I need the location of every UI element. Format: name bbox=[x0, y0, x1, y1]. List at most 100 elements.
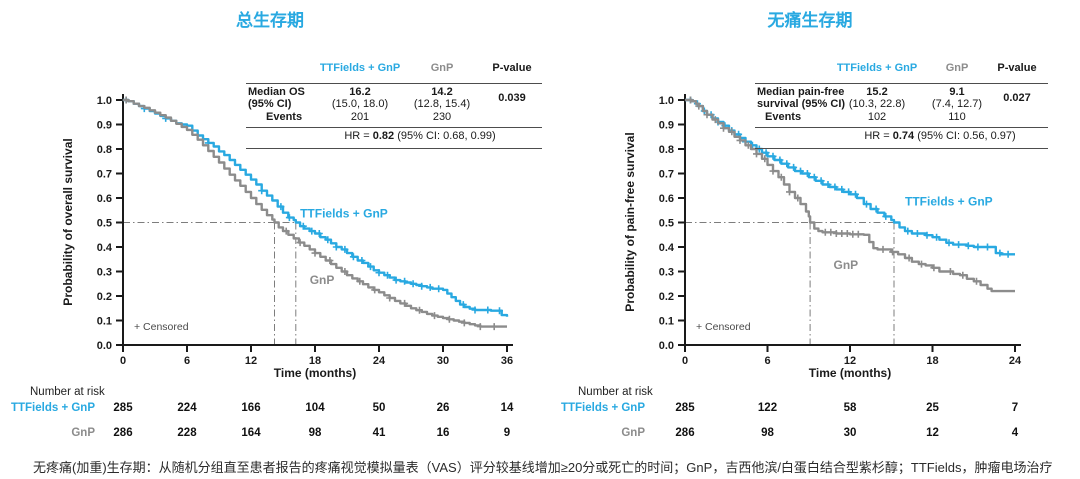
x-tick-label: 0 bbox=[682, 355, 688, 367]
censor-mark bbox=[258, 187, 266, 195]
series-label-gnp: GnP bbox=[834, 258, 859, 272]
censor-mark bbox=[296, 239, 304, 247]
risk-count: 7 bbox=[1011, 402, 1019, 414]
risk-count: 26 bbox=[436, 402, 450, 414]
censor-mark bbox=[810, 173, 818, 181]
censor-mark bbox=[831, 183, 839, 191]
censor-mark bbox=[367, 263, 374, 271]
y-tick-label: 0.7 bbox=[659, 169, 674, 181]
censor-mark bbox=[401, 299, 409, 307]
censor-mark bbox=[720, 124, 727, 132]
censor-mark bbox=[984, 243, 991, 251]
y-tick-label: 0.0 bbox=[659, 340, 674, 352]
y-tick-label: 0.0 bbox=[97, 340, 112, 352]
censor-mark bbox=[852, 190, 859, 198]
risk-count: 12 bbox=[926, 427, 939, 439]
censor-mark bbox=[416, 306, 423, 314]
censor-mark bbox=[308, 227, 316, 235]
y-tick-label: 0.4 bbox=[97, 242, 113, 254]
y-tick-label: 0.2 bbox=[659, 291, 674, 303]
risk-count: 224 bbox=[177, 402, 197, 414]
risk-row-label-gnp: GnP bbox=[71, 427, 95, 439]
median-ci-ttfields: (10.3, 22.8) bbox=[848, 98, 906, 110]
footnote: 无疼痛(加重)生存期：从随机分组直至患者报告的疼痛视觉模拟量表（VAS）评分较基… bbox=[33, 460, 1053, 475]
censor-mark bbox=[426, 283, 434, 291]
censor-mark bbox=[790, 163, 798, 171]
risk-count: 104 bbox=[305, 402, 325, 414]
series-label-gnp: GnP bbox=[310, 273, 335, 287]
censor-mark bbox=[945, 239, 953, 247]
hazard-ratio: HR = 0.74 (95% CI: 0.56, 0.97) bbox=[864, 130, 1016, 142]
x-tick-label: 36 bbox=[501, 355, 513, 367]
censor-mark bbox=[797, 167, 804, 175]
y-tick-label: 0.8 bbox=[97, 144, 112, 156]
events-ttfields: 201 bbox=[350, 111, 370, 123]
series-label-ttfields-gnp: TTFields + GnP bbox=[905, 194, 993, 208]
censor-mark bbox=[356, 277, 364, 285]
x-tick-label: 30 bbox=[437, 355, 449, 367]
median-ci-gnp: (12.8, 15.4) bbox=[413, 98, 471, 110]
median-value-ttfields: 15.2 bbox=[866, 86, 888, 98]
censor-mark bbox=[496, 307, 503, 315]
censor-mark bbox=[401, 277, 409, 285]
table-rule bbox=[246, 83, 542, 84]
censor-mark bbox=[777, 173, 785, 181]
censor-mark bbox=[703, 111, 711, 119]
panel-title-pain-free-survival: 无痛生存期 bbox=[767, 11, 853, 30]
events-gnp: 230 bbox=[432, 111, 452, 123]
median-ci-ttfields: (15.0, 18.0) bbox=[331, 98, 389, 110]
risk-count: 286 bbox=[675, 427, 695, 439]
median-label: Median OS bbox=[248, 86, 305, 98]
table-rule bbox=[755, 148, 1048, 149]
censor-mark bbox=[863, 200, 870, 208]
risk-count: 98 bbox=[308, 427, 322, 439]
series-label-ttfields-gnp: TTFields + GnP bbox=[300, 207, 388, 221]
censor-mark bbox=[973, 277, 980, 285]
censor-mark bbox=[744, 141, 752, 149]
y-tick-label: 0.5 bbox=[97, 218, 112, 230]
censor-mark bbox=[484, 306, 492, 314]
table-rule bbox=[755, 83, 1048, 84]
risk-count: 9 bbox=[503, 427, 511, 439]
censor-mark bbox=[762, 149, 770, 157]
censor-mark bbox=[838, 185, 846, 193]
y-tick-label: 0.3 bbox=[659, 267, 674, 279]
risk-count: 285 bbox=[113, 402, 133, 414]
censor-mark bbox=[889, 248, 897, 256]
censor-mark bbox=[326, 257, 334, 264]
y-tick-label: 0.4 bbox=[659, 242, 675, 254]
censor-mark bbox=[324, 236, 332, 244]
x-tick-label: 18 bbox=[309, 355, 321, 367]
censor-mark bbox=[332, 243, 340, 251]
censor-mark bbox=[753, 150, 760, 158]
stats-table-overall-survival: TTFields + GnP GnP P-value Median OS (95… bbox=[246, 62, 542, 154]
y-axis-title: Probability of pain-free survival bbox=[623, 132, 637, 311]
stats-col-ttfields: TTFields + GnP bbox=[319, 62, 401, 74]
censor-mark bbox=[285, 214, 293, 222]
x-tick-label: 12 bbox=[245, 355, 257, 367]
censor-mark bbox=[386, 294, 394, 302]
censor-mark bbox=[930, 264, 938, 272]
risk-count: 25 bbox=[926, 402, 939, 414]
censor-mark bbox=[827, 228, 835, 236]
y-tick-label: 0.8 bbox=[659, 144, 674, 156]
table-rule bbox=[246, 127, 542, 128]
stats-col-ttfields: TTFields + GnP bbox=[836, 62, 918, 74]
censor-mark bbox=[794, 194, 802, 202]
stats-col-pvalue: P-value bbox=[492, 62, 532, 74]
risk-count: 228 bbox=[177, 427, 197, 439]
table-rule bbox=[246, 148, 542, 149]
y-tick-label: 0.6 bbox=[97, 193, 112, 205]
x-tick-label: 24 bbox=[373, 355, 386, 367]
risk-count: 164 bbox=[241, 427, 261, 439]
censor-mark bbox=[854, 230, 862, 238]
risk-count: 285 bbox=[675, 402, 695, 414]
censor-mark bbox=[490, 323, 498, 331]
censor-mark bbox=[923, 231, 931, 239]
censor-mark bbox=[769, 152, 777, 160]
y-tick-label: 0.9 bbox=[97, 120, 112, 132]
stats-table-pain-free-survival: TTFields + GnP GnP P-value Median pain-f… bbox=[755, 62, 1048, 154]
censor-mark bbox=[695, 102, 703, 110]
censor-mark bbox=[996, 249, 1004, 257]
y-tick-label: 0.6 bbox=[659, 193, 674, 205]
